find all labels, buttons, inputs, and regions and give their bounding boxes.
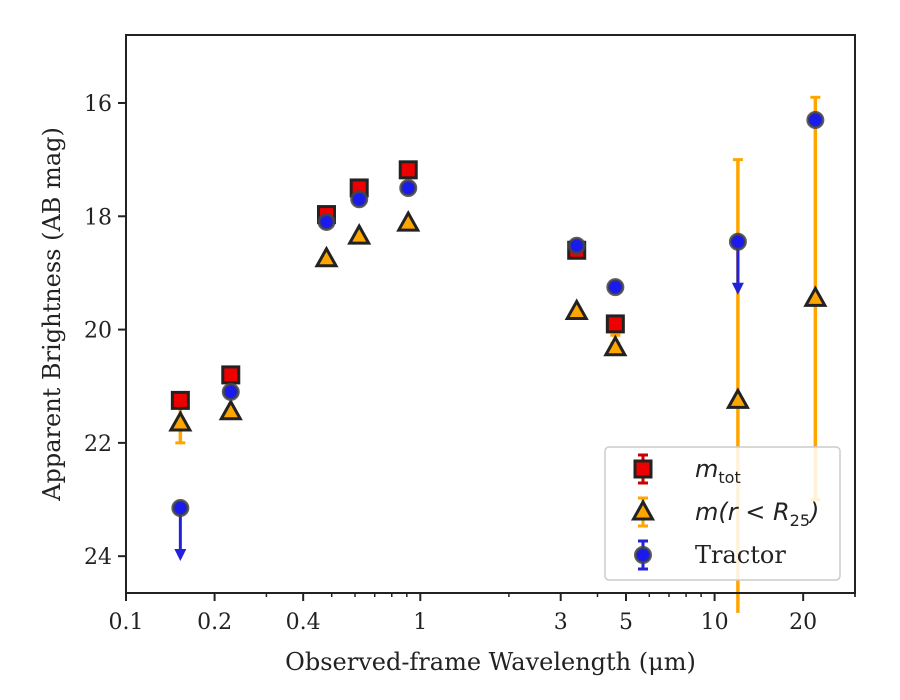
mtot-point bbox=[605, 314, 625, 334]
y-tick-label: 20 bbox=[84, 319, 112, 344]
tractor-point bbox=[221, 382, 240, 401]
tractor-point bbox=[606, 278, 625, 297]
mtot-point bbox=[221, 365, 241, 385]
m-r25-point bbox=[603, 334, 628, 357]
m-r25-point bbox=[314, 245, 339, 268]
tractor-limit-arrowhead bbox=[731, 282, 744, 295]
y-axis-title: Apparent Brightness (AB mag) bbox=[38, 127, 66, 502]
m-r25-point bbox=[168, 409, 193, 432]
mtot-point bbox=[170, 390, 190, 410]
tractor-point bbox=[806, 110, 825, 129]
mtot-point bbox=[398, 160, 418, 180]
m-r25-point bbox=[803, 285, 828, 307]
m-r25-point bbox=[347, 223, 372, 245]
data-markers bbox=[168, 110, 828, 518]
legend-box bbox=[604, 446, 841, 581]
tractor-point bbox=[567, 236, 586, 255]
x-tick-label: 0.4 bbox=[286, 610, 321, 635]
y-tick-label: 18 bbox=[84, 205, 112, 230]
x-tick-label: 20 bbox=[789, 610, 817, 635]
tractor-point bbox=[728, 232, 747, 251]
m-r25-point bbox=[564, 298, 589, 320]
legend-mtot-marker bbox=[633, 459, 653, 479]
legend-mtot-label: mtot bbox=[695, 455, 741, 487]
y-tick-label: 22 bbox=[84, 432, 112, 457]
x-axis-title: Observed-frame Wavelength (μm) bbox=[285, 648, 696, 676]
legend-m-r25-marker bbox=[630, 498, 656, 521]
plot-frame bbox=[125, 34, 856, 594]
x-tick-label: 10 bbox=[701, 610, 729, 635]
y-tick-label: 16 bbox=[84, 92, 112, 117]
axis-ticks: 0.1 0.2 0.4 1 3 5 10 20 16 18 20 22 24 bbox=[84, 92, 856, 635]
m-r25-point bbox=[725, 387, 750, 409]
x-tick-label: 3 bbox=[554, 610, 568, 635]
x-tick-label: 1 bbox=[413, 610, 427, 635]
m-r25-point bbox=[396, 210, 421, 232]
legend-m-r25-label: m(r < R25) bbox=[695, 498, 819, 530]
tractor-point bbox=[317, 212, 336, 231]
m-r25-point bbox=[218, 398, 243, 421]
y-tick-label: 24 bbox=[84, 545, 112, 570]
tractor-point bbox=[171, 499, 190, 518]
x-tick-label: 5 bbox=[619, 610, 633, 635]
legend-tractor-marker bbox=[634, 546, 652, 564]
x-tick-label: 0.1 bbox=[109, 610, 144, 635]
legend-tractor-label: Tractor bbox=[695, 541, 786, 569]
tractor-point bbox=[399, 178, 418, 197]
legend: mtot m(r < R25) Tractor bbox=[604, 446, 841, 581]
tractor-limit-arrowhead bbox=[174, 549, 187, 562]
x-tick-label: 0.2 bbox=[197, 610, 232, 635]
tractor-point bbox=[350, 190, 369, 209]
